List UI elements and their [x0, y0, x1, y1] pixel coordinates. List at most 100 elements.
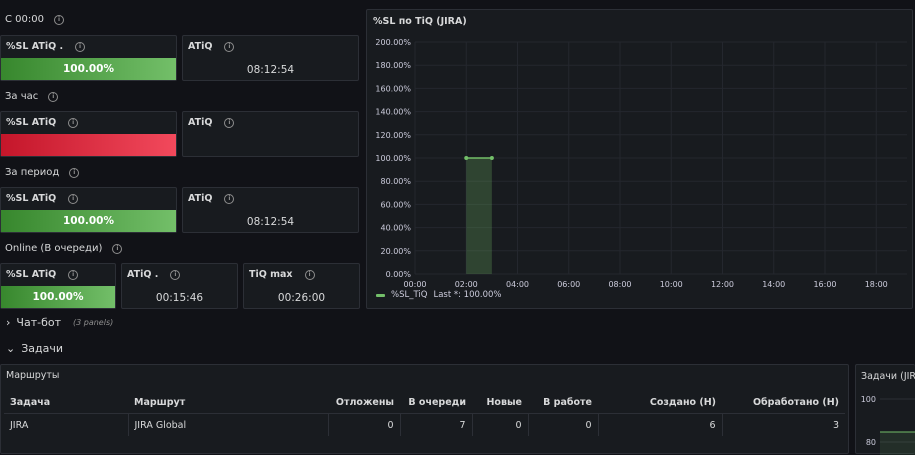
table-row[interactable]: JIRA JIRA Global 0 7 0 0 6 3: [4, 413, 845, 436]
chart-legend[interactable]: %SL_TiQ Last *: 100.00%: [376, 290, 502, 300]
panel-title: ATiQ: [188, 117, 213, 128]
row-title-per-period[interactable]: За период i: [5, 167, 80, 178]
x-tick-label: 10:00: [660, 280, 683, 289]
gauge-bar: 100.00%: [1, 58, 176, 80]
stat-tiq-max-online: TiQ max i 00:26:00: [243, 263, 360, 309]
y-tick-label: 200.00%: [375, 38, 411, 47]
x-tick-label: 06:00: [557, 280, 580, 289]
routes-table-panel: Маршруты Задача Маршрут Отложены В очере…: [0, 364, 849, 454]
stat-atiq-since-midnight: ATiQ i 08:12:54: [182, 35, 359, 81]
info-icon[interactable]: i: [75, 41, 86, 52]
info-icon[interactable]: i: [170, 269, 181, 280]
gauge-bar: 100.00%: [1, 286, 115, 308]
panel-title: %SL ATiQ: [6, 269, 57, 280]
y-tick-label: 0.00%: [386, 270, 412, 279]
info-icon[interactable]: i: [224, 193, 235, 204]
column-header[interactable]: Маршрут: [128, 391, 328, 414]
table-cell: 7: [400, 413, 473, 436]
stat-sl-atiq-per-hour: %SL ATiQ i: [0, 111, 177, 157]
column-header[interactable]: В очереди: [400, 391, 472, 414]
series-area: [880, 432, 915, 455]
x-tick-label: 00:00: [403, 280, 426, 289]
y-tick-label: 40.00%: [380, 224, 411, 233]
tasks-jira-panel: Задачи (JIR 100 80: [855, 364, 915, 455]
column-header[interactable]: Создано (Н): [598, 391, 722, 414]
table-cell: JIRA: [4, 413, 129, 436]
y-tick-label: 160.00%: [375, 84, 411, 93]
chart-panel-sl-tiq: %SL по TiQ (JIRA) 0.00% 20.00% 40.00% 60.00…: [366, 9, 913, 309]
row-tasks[interactable]: ⌄ Задачи: [6, 342, 63, 355]
y-tick-label: 180.00%: [375, 61, 411, 70]
tasks-mini-chart: 100 80: [861, 395, 915, 455]
info-icon[interactable]: i: [224, 117, 235, 128]
stat-value: 00:15:46: [155, 292, 204, 304]
routes-table-wrapper: Задача Маршрут Отложены В очереди Новые …: [4, 391, 845, 436]
column-header[interactable]: Задача: [4, 391, 128, 414]
stat-atiq-per-period: ATiQ i 08:12:54: [182, 187, 359, 233]
panel-title: ATiQ: [188, 193, 213, 204]
series-area: [466, 158, 492, 274]
column-header[interactable]: Обработано (Н): [722, 391, 845, 414]
column-header[interactable]: Новые: [472, 391, 528, 414]
info-icon[interactable]: i: [112, 243, 123, 254]
info-icon[interactable]: i: [304, 269, 315, 280]
chevron-down-icon: ⌄: [6, 342, 16, 355]
stat-value: 08:12:54: [246, 64, 295, 76]
panel-title: Маршруты: [6, 370, 60, 381]
gauge-bar: 100.00%: [1, 210, 176, 232]
stat-sl-atiq-per-period: %SL ATiQ i 100.00%: [0, 187, 177, 233]
table-cell: 0: [528, 413, 599, 436]
chart-svg[interactable]: 0.00% 20.00% 40.00% 60.00% 80.00% 100.00% 120.…: [367, 10, 912, 308]
row-title-label: С 00:00: [5, 14, 44, 25]
row-chatbot[interactable]: › Чат-бот (3 panels): [6, 316, 113, 329]
legend-last-value: Last *: 100.00%: [433, 290, 502, 300]
table-cell: 6: [598, 413, 723, 436]
y-tick-label: 100.00%: [375, 154, 411, 163]
info-icon[interactable]: i: [69, 167, 80, 178]
stat-value: 08:12:54: [246, 216, 295, 228]
stat-atiq-per-hour: ATiQ i: [182, 111, 359, 157]
x-tick-label: 18:00: [865, 280, 888, 289]
table-cell: 0: [472, 413, 529, 436]
info-icon[interactable]: i: [68, 117, 79, 128]
table-header-row: Задача Маршрут Отложены В очереди Новые …: [4, 391, 845, 414]
stat-value: 00:26:00: [277, 292, 326, 304]
column-header[interactable]: Отложены: [328, 391, 400, 414]
row-title-label: За час: [5, 91, 39, 102]
column-header[interactable]: В работе: [528, 391, 598, 414]
row-title-label: Задачи: [21, 342, 64, 355]
gauge-value: 100.00%: [62, 63, 115, 75]
legend-series-name: %SL_TiQ: [391, 290, 428, 300]
y-tick-label: 120.00%: [375, 131, 411, 140]
legend-swatch: [376, 293, 385, 297]
table-cell: 0: [328, 413, 401, 436]
data-point: [489, 156, 494, 160]
x-tick-label: 16:00: [813, 280, 836, 289]
stat-sl-atiq-since-midnight: %SL ATiQ . i 100.00%: [0, 35, 177, 81]
panel-title: ATiQ: [188, 41, 213, 52]
y-tick-label: 60.00%: [380, 200, 411, 209]
y-tick-label: 140.00%: [375, 108, 411, 117]
panel-title: %SL ATiQ: [6, 193, 57, 204]
panel-title: %SL ATiQ: [6, 117, 57, 128]
gauge-bar: [1, 134, 176, 156]
info-icon[interactable]: i: [48, 91, 59, 102]
gauge-value: 100.00%: [32, 291, 84, 303]
panel-title: TiQ max: [249, 269, 293, 280]
row-title-label: Online (В очереди): [5, 243, 103, 254]
row-title-since-midnight[interactable]: С 00:00 i: [5, 14, 64, 25]
x-tick-label: 04:00: [506, 280, 529, 289]
chart-title: %SL по TiQ (JIRA): [373, 16, 467, 27]
panel-title: %SL ATiQ .: [6, 41, 64, 52]
row-title-per-hour[interactable]: За час i: [5, 91, 59, 102]
x-tick-label: 08:00: [608, 280, 631, 289]
panel-title: Задачи (JIR: [861, 371, 915, 382]
table-cell: 3: [832, 419, 839, 431]
info-icon[interactable]: i: [68, 269, 79, 280]
info-icon[interactable]: i: [53, 14, 64, 25]
row-title-online[interactable]: Online (В очереди) i: [5, 243, 123, 254]
row-title-label: За период: [5, 167, 60, 178]
row-panel-count: (3 panels): [73, 318, 114, 327]
info-icon[interactable]: i: [68, 193, 79, 204]
info-icon[interactable]: i: [224, 41, 235, 52]
